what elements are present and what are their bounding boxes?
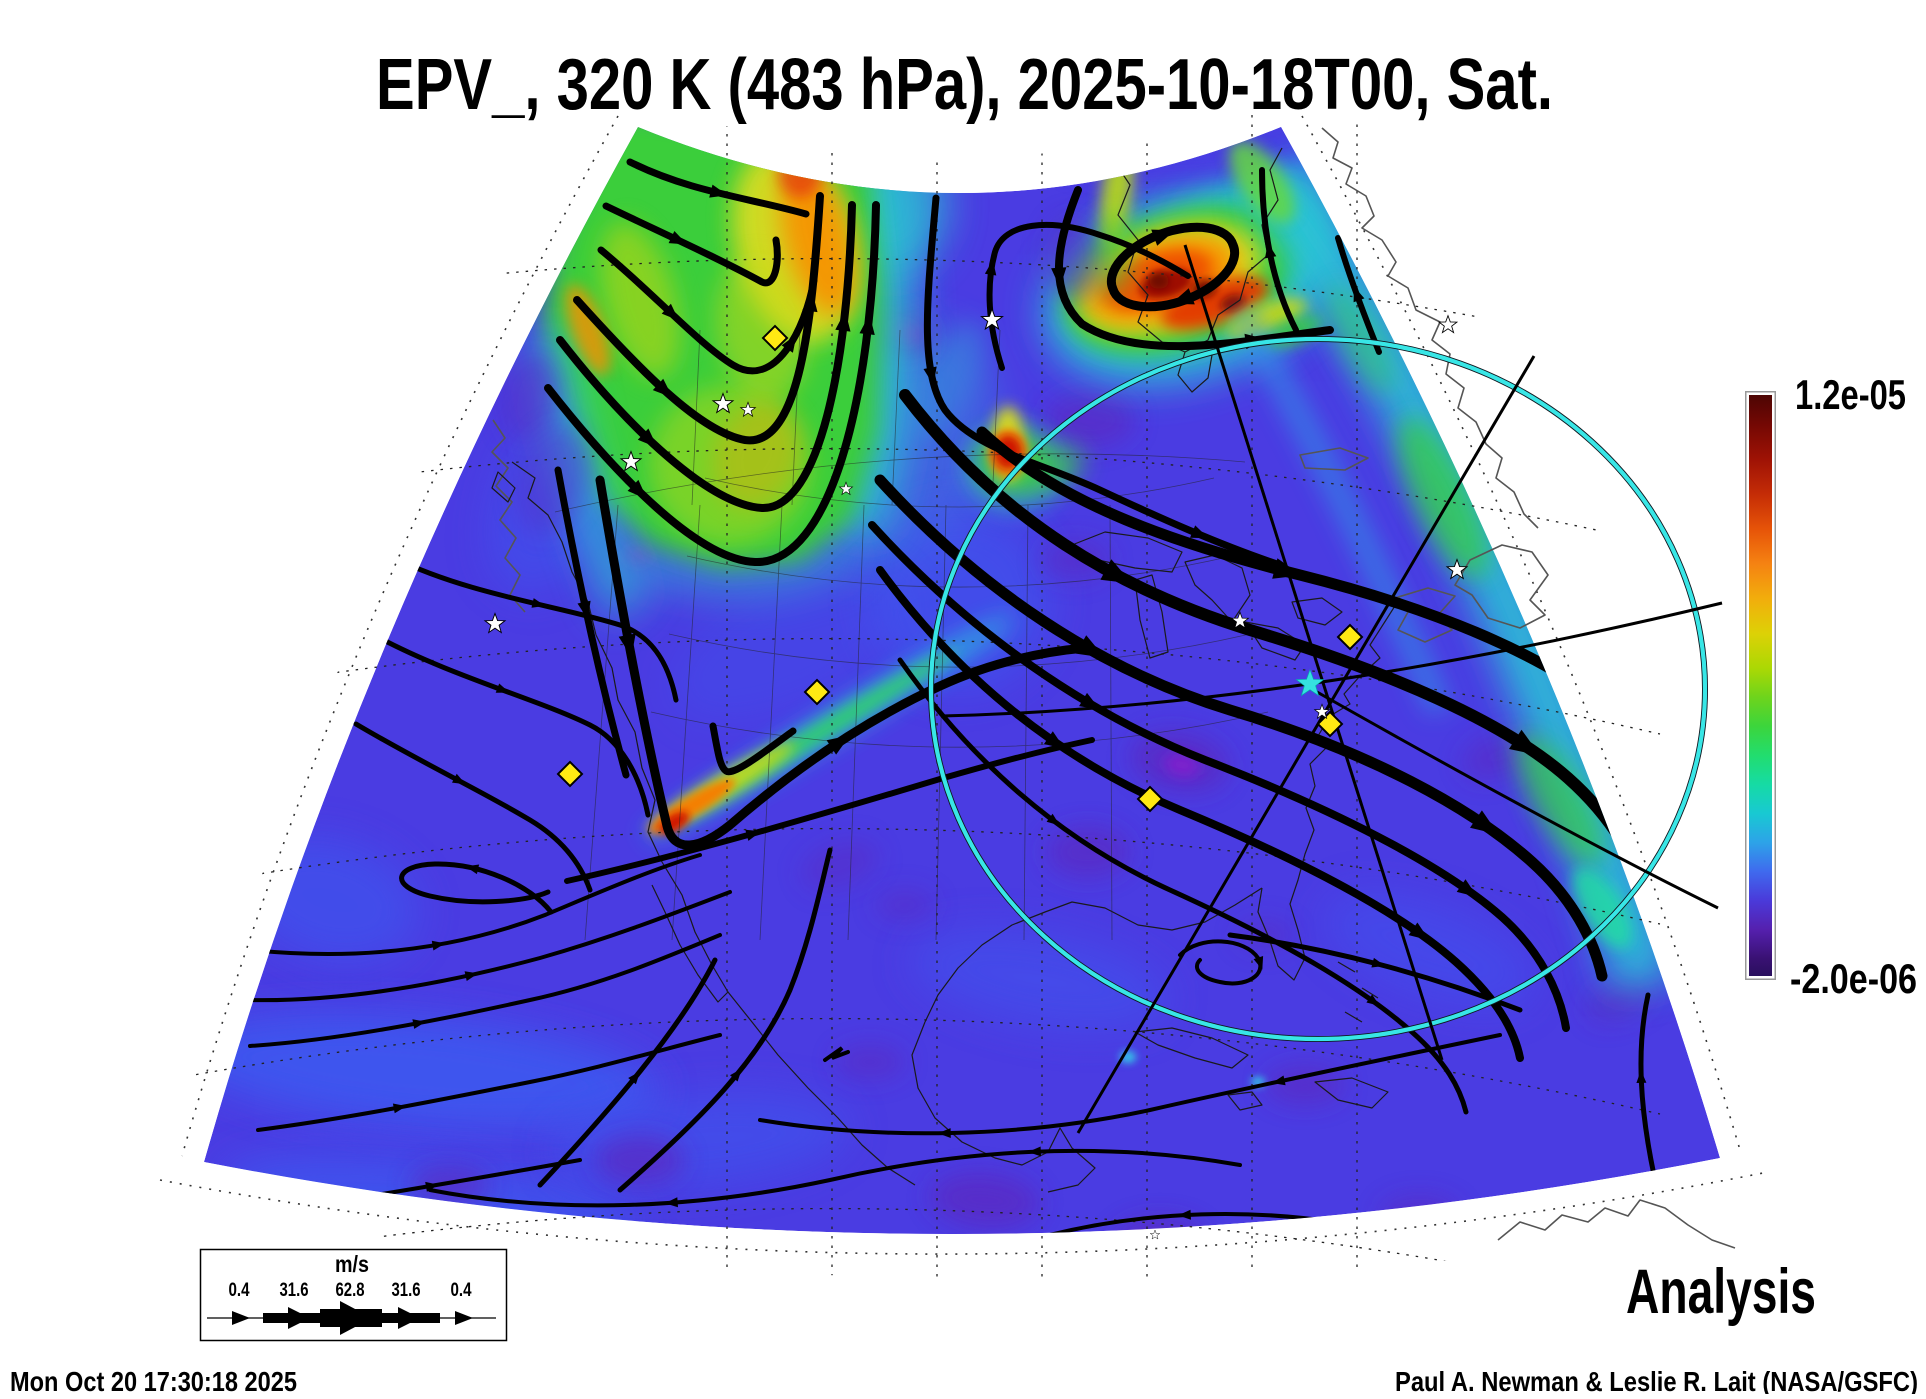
svg-text:Mon Oct 20 17:30:18 2025: Mon Oct 20 17:30:18 2025: [10, 1366, 297, 1394]
svg-text:0.4: 0.4: [229, 1279, 250, 1301]
svg-text:31.6: 31.6: [280, 1279, 309, 1301]
svg-text:m/s: m/s: [335, 1251, 369, 1277]
svg-text:Paul A. Newman & Leslie R. Lai: Paul A. Newman & Leslie R. Lait (NASA/GS…: [1395, 1366, 1918, 1394]
svg-text:Analysis: Analysis: [1626, 1257, 1816, 1327]
svg-text:62.8: 62.8: [336, 1279, 365, 1301]
svg-text:1.2e-05: 1.2e-05: [1795, 371, 1906, 418]
svg-text:-2.0e-06: -2.0e-06: [1790, 955, 1917, 1002]
svg-text:31.6: 31.6: [392, 1279, 421, 1301]
svg-text:0.4: 0.4: [451, 1279, 472, 1301]
svg-text:EPV_, 320 K (483 hPa), 2025-10: EPV_, 320 K (483 hPa), 2025-10-18T00, Sa…: [376, 45, 1553, 125]
